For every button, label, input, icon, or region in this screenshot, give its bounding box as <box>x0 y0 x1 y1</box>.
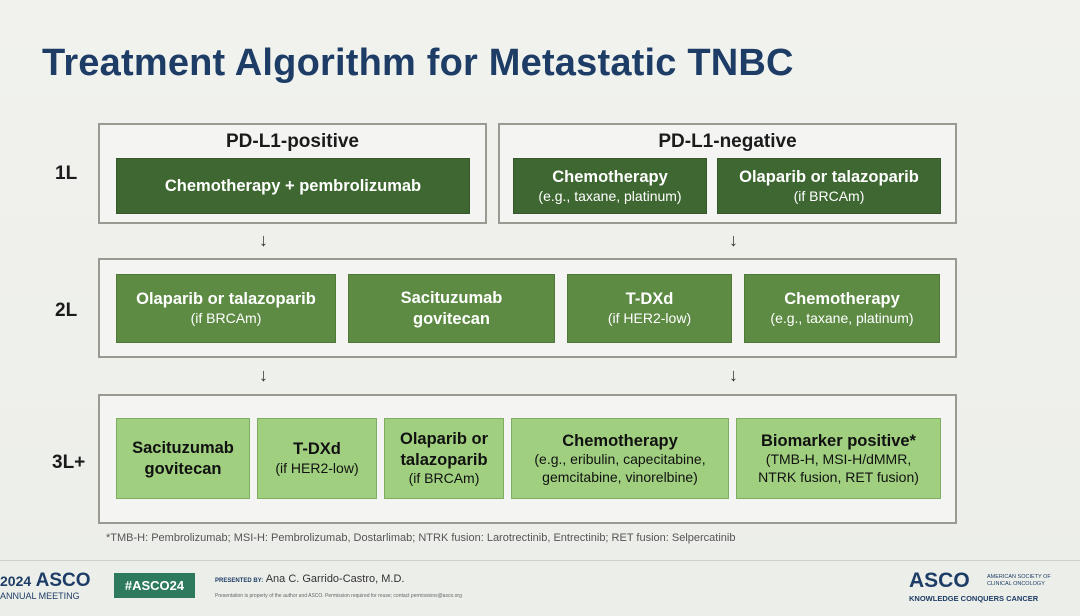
2l-tdxd-sub: (if HER2-low) <box>607 310 692 327</box>
1l-chemo-pembrolizumab-label: Chemotherapy + pembrolizumab <box>164 176 422 195</box>
arrow-1l-2l-right: ↓ <box>729 230 738 250</box>
meeting-logo: 2024 ASCO <box>0 570 91 592</box>
3l-biomarker-sub: (TMB-H, MSI-H/dMMR, NTRK fusion, RET fus… <box>758 451 919 485</box>
3l-chemotherapy-title: Chemotherapy <box>562 431 678 450</box>
row-label-2l: 2L <box>55 300 78 321</box>
asco-tagline: KNOWLEDGE CONQUERS CANCER <box>909 594 1039 603</box>
2l-parp-title: Olaparib or talazoparib <box>136 290 316 309</box>
2l-tdxd-box: T-DXd (if HER2-low) <box>567 274 732 343</box>
3l-tdxd-title: T-DXd <box>293 440 341 459</box>
arrow-2l-3l-right: ↓ <box>729 365 738 385</box>
meeting-year: 2024 <box>0 573 32 589</box>
hashtag-badge: #ASCO24 <box>114 573 195 598</box>
1l-chemotherapy-sub: (e.g., taxane, platinum) <box>538 187 682 204</box>
arrow-2l-3l-left: ↓ <box>259 365 268 385</box>
3l-parp-box: Olaparib or talazoparib (if BRCAm) <box>384 418 504 499</box>
pdl1-negative-heading: PD-L1-negative <box>658 131 797 152</box>
row-label-3l: 3L+ <box>52 452 86 473</box>
3l-sacituzumab-title: Sacituzumab govitecan <box>132 438 234 478</box>
presented-by-label: PRESENTED BY: <box>215 578 264 584</box>
2l-parp-box: Olaparib or talazoparib (if BRCAm) <box>116 274 336 343</box>
1l-parp-title: Olaparib or talazoparib <box>739 167 919 186</box>
2l-chemotherapy-title: Chemotherapy <box>784 290 900 309</box>
3l-sacituzumab-box: Sacituzumab govitecan <box>116 418 250 499</box>
1l-chemo-pembrolizumab-box: Chemotherapy + pembrolizumab <box>116 158 470 214</box>
2l-chemotherapy-box: Chemotherapy (e.g., taxane, platinum) <box>744 274 940 343</box>
2l-chemotherapy-sub: (e.g., taxane, platinum) <box>770 310 914 327</box>
1l-chemotherapy-box: Chemotherapy (e.g., taxane, platinum) <box>513 158 707 214</box>
1l-parp-sub: (if BRCAm) <box>793 187 865 204</box>
2l-tdxd-title: T-DXd <box>625 290 674 309</box>
asco-logo: ASCO <box>909 569 970 592</box>
asco-org-name: AMERICAN SOCIETY OF CLINICAL ONCOLOGY <box>987 574 1051 588</box>
3l-parp-sub: (if BRCAm) <box>408 470 480 487</box>
2l-parp-sub: (if BRCAm) <box>190 310 262 327</box>
page-title: Treatment Algorithm for Metastatic TNBC <box>42 42 794 84</box>
3l-chemotherapy-box: Chemotherapy (e.g., eribulin, capecitabi… <box>511 418 729 499</box>
pdl1-positive-heading: PD-L1-positive <box>225 131 360 152</box>
disclaimer: Presentation is property of the author a… <box>215 593 462 599</box>
2l-sacituzumab-title: Sacituzumab govitecan <box>400 288 503 328</box>
3l-tdxd-sub: (if HER2-low) <box>275 460 359 477</box>
row-label-1l: 1L <box>55 163 78 184</box>
3l-biomarker-title: Biomarker positive* <box>761 431 916 450</box>
1l-chemotherapy-title: Chemotherapy <box>552 167 668 186</box>
footer-divider <box>0 560 1080 561</box>
meeting-label: ANNUAL MEETING <box>0 591 80 601</box>
asco-org-line1: AMERICAN SOCIETY OF <box>987 574 1051 580</box>
asco-org-line2: CLINICAL ONCOLOGY <box>987 581 1045 588</box>
3l-chemotherapy-sub: (e.g., eribulin, capecitabine, gemcitabi… <box>534 451 706 485</box>
2l-sacituzumab-box: Sacituzumab govitecan <box>348 274 555 343</box>
arrow-1l-2l-left: ↓ <box>259 230 268 250</box>
presenter-line: PRESENTED BY: Ana C. Garrido-Castro, M.D… <box>215 573 404 585</box>
3l-parp-title: Olaparib or talazoparib <box>399 430 489 469</box>
meeting-org: ASCO <box>35 570 91 591</box>
footnote: *TMB-H: Pembrolizumab; MSI-H: Pembrolizu… <box>106 532 736 544</box>
presenter-name: Ana C. Garrido-Castro, M.D. <box>265 573 405 585</box>
3l-tdxd-box: T-DXd (if HER2-low) <box>257 418 377 499</box>
1l-parp-box: Olaparib or talazoparib (if BRCAm) <box>717 158 941 214</box>
3l-biomarker-box: Biomarker positive* (TMB-H, MSI-H/dMMR, … <box>736 418 941 499</box>
